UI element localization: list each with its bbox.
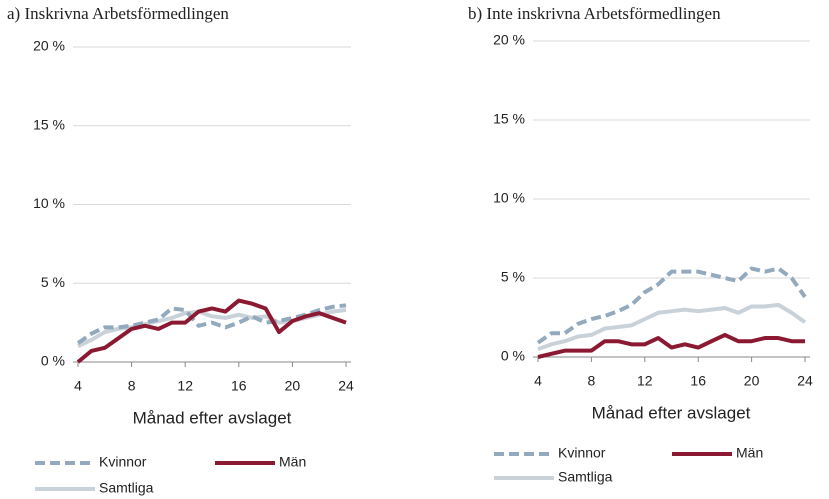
y-tick-label: 5 % bbox=[501, 269, 525, 285]
x-tick-label: 12 bbox=[177, 378, 193, 394]
line-series bbox=[536, 266, 807, 345]
y-tick-label: 20 % bbox=[493, 32, 525, 48]
legend-label: Kvinnor bbox=[558, 445, 606, 461]
legend-label: Män bbox=[736, 445, 763, 461]
x-axis-label: Månad efter avslaget bbox=[592, 403, 751, 422]
y-tick-label: 15 % bbox=[493, 111, 525, 127]
line-series bbox=[537, 332, 805, 359]
x-tick-label: 20 bbox=[744, 373, 760, 389]
x-tick-label: 4 bbox=[534, 373, 542, 389]
y-tick-label: 10 % bbox=[33, 195, 65, 211]
line-series bbox=[537, 302, 807, 351]
line-series bbox=[76, 298, 347, 364]
chart-title: a) Inskrivna Arbetsförmedlingen bbox=[7, 4, 229, 23]
x-tick-label: 24 bbox=[797, 373, 813, 389]
y-tick-label: 5 % bbox=[41, 274, 65, 290]
x-tick-label: 16 bbox=[231, 378, 247, 394]
x-axis-label: Månad efter avslaget bbox=[133, 408, 292, 427]
x-tick-label: 4 bbox=[74, 378, 82, 394]
x-tick-label: 20 bbox=[285, 378, 301, 394]
y-tick-label: 0 % bbox=[41, 353, 65, 369]
y-tick-label: 20 % bbox=[33, 38, 65, 54]
x-tick-label: 24 bbox=[338, 378, 354, 394]
legend-label: Kvinnor bbox=[99, 454, 147, 470]
x-tick-label: 16 bbox=[690, 373, 706, 389]
x-tick-label: 12 bbox=[637, 373, 653, 389]
legend-label: Samtliga bbox=[99, 480, 154, 496]
y-tick-label: 15 % bbox=[33, 116, 65, 132]
x-tick-label: 8 bbox=[588, 373, 596, 389]
y-tick-label: 10 % bbox=[493, 190, 525, 206]
x-tick-label: 8 bbox=[128, 378, 136, 394]
legend-label: Män bbox=[279, 454, 306, 470]
chart-title: b) Inte inskrivna Arbetsförmedlingen bbox=[468, 4, 721, 23]
y-tick-label: 0 % bbox=[501, 348, 525, 364]
legend-label: Samtliga bbox=[558, 469, 613, 485]
